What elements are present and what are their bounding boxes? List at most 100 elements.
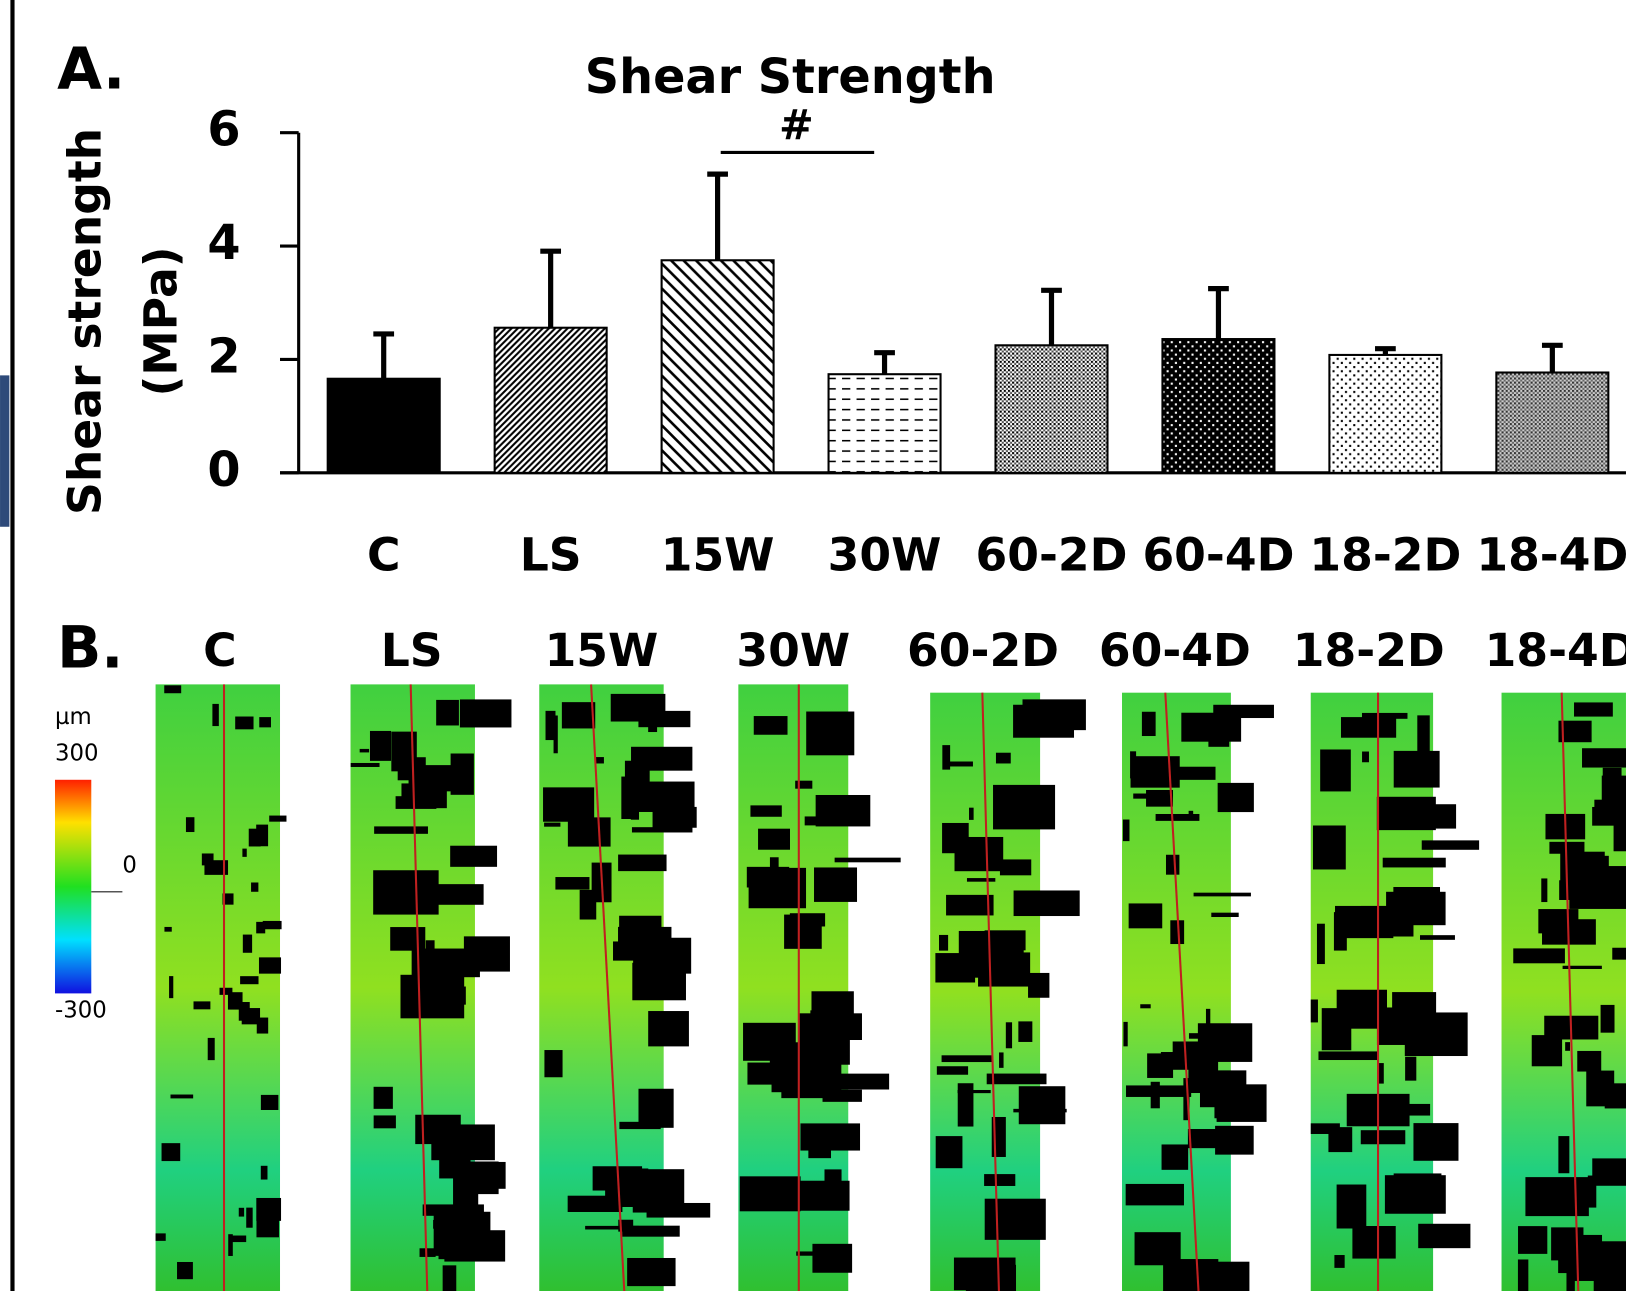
image-speckle — [567, 817, 611, 847]
y-tick-label: 2 — [207, 329, 240, 384]
image-speckle — [359, 748, 370, 753]
image-speckle — [1421, 840, 1480, 850]
image-speckle — [833, 727, 849, 733]
image-speckle — [1587, 1175, 1597, 1208]
image-speckle — [1558, 720, 1592, 743]
image-speckle — [1141, 711, 1156, 737]
image-speckle — [450, 753, 474, 795]
image-speckle — [262, 920, 282, 930]
image-speckle — [369, 730, 392, 761]
image-speckle — [801, 1022, 833, 1027]
image-speckle — [1018, 1086, 1066, 1125]
annotation: # — [779, 102, 814, 150]
image-speckle — [1310, 999, 1318, 1023]
image-speckle — [1215, 1125, 1254, 1155]
image-speckle — [1170, 920, 1185, 945]
image-title: LS — [381, 624, 443, 677]
image-speckle — [631, 746, 693, 771]
image-speckle — [1336, 989, 1387, 1029]
image-speckle — [374, 826, 428, 834]
image-speckle — [1418, 1223, 1471, 1249]
bar — [1328, 353, 1443, 474]
image-speckle — [1361, 712, 1408, 719]
x-tick-label: C — [367, 528, 400, 581]
image-speckle — [1569, 866, 1626, 909]
image-speckle — [621, 776, 634, 820]
image-speckle — [1558, 1234, 1603, 1274]
image-speckle — [1211, 912, 1239, 918]
error-bar — [540, 248, 562, 328]
image-title: 60-2D — [907, 624, 1059, 677]
image-speckle — [1518, 1226, 1548, 1254]
x-tick-label: 18-2D — [1309, 528, 1461, 581]
image-speckle — [969, 807, 974, 820]
image-speckle — [957, 1083, 974, 1127]
image-speckle — [436, 699, 459, 726]
image-speckle — [632, 962, 686, 1001]
image-speckle — [969, 938, 1024, 976]
image-speckle — [193, 1001, 211, 1010]
profile-line — [981, 692, 1000, 1291]
image-speckle — [638, 1088, 674, 1128]
image-speckle — [1018, 1021, 1033, 1042]
image-speckle — [804, 816, 826, 826]
image-speckle — [227, 992, 243, 1010]
image-speckle — [999, 859, 1032, 876]
bar — [660, 259, 775, 474]
image-speckle — [164, 926, 172, 932]
image-speckle — [812, 1243, 853, 1273]
image-speckle — [543, 787, 595, 822]
error-bar — [373, 331, 395, 379]
image-speckle — [561, 702, 596, 729]
profile-line — [1560, 692, 1580, 1291]
colorbar-tick-label: -300 — [55, 998, 107, 1024]
image-speckle — [177, 1261, 193, 1280]
image-speckle — [1404, 1012, 1468, 1057]
x-tick-label: 30W — [828, 528, 942, 581]
profile-line — [409, 684, 429, 1291]
image-speckle — [1013, 890, 1080, 917]
image-speckle — [1125, 1183, 1184, 1206]
image-speckle — [638, 710, 691, 728]
image-speckle — [450, 845, 498, 867]
image-speckle — [1417, 715, 1430, 755]
image-speckle — [758, 828, 790, 850]
image-speckle — [957, 1089, 991, 1094]
image-speckle — [953, 1257, 1016, 1291]
error-bar — [1375, 346, 1396, 355]
y-axis-label: (MPa) — [134, 246, 187, 396]
image-speckle — [545, 710, 556, 741]
image-speckle — [400, 974, 465, 1019]
image-speckle — [1161, 1144, 1189, 1170]
image-speckle — [1188, 810, 1194, 816]
image-speckle — [1420, 935, 1455, 940]
colorbar-tick-label: 0 — [122, 852, 137, 878]
image-speckle — [800, 1123, 861, 1151]
image-speckle — [256, 824, 269, 847]
image-speckle — [246, 1207, 253, 1228]
image-speckle — [942, 745, 951, 770]
image-speckle — [954, 836, 1004, 872]
panel-label: B. — [57, 613, 123, 681]
image-speckle — [170, 1094, 194, 1099]
image-speckle — [1513, 948, 1565, 964]
profile-line — [590, 684, 626, 1291]
image-speckle — [422, 1204, 484, 1216]
image-speckle — [1150, 1081, 1160, 1109]
image-speckle — [1593, 1273, 1626, 1291]
image-speckle — [544, 822, 561, 827]
image-speckle — [935, 953, 976, 983]
image-speckle — [753, 716, 788, 735]
image-speckle — [1405, 1056, 1417, 1081]
image-speckle — [1140, 1004, 1151, 1009]
image-speckle — [1597, 1085, 1603, 1094]
image-speckle — [1559, 880, 1572, 900]
image-speckle — [395, 796, 437, 809]
image-speckle — [212, 703, 219, 727]
bar — [994, 344, 1109, 474]
image-title: C — [203, 624, 236, 677]
image-speckle — [1313, 825, 1346, 870]
image-speckle — [248, 828, 261, 847]
image-speckle — [164, 685, 182, 694]
